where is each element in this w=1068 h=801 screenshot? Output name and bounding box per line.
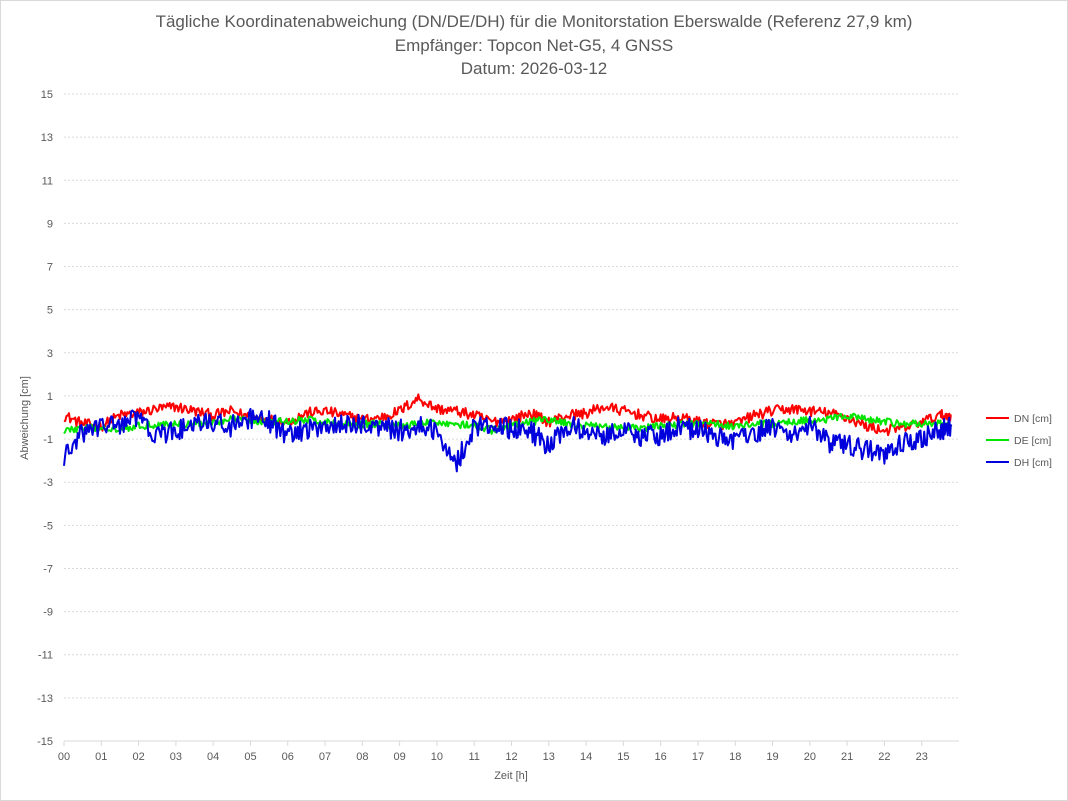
series-line-dh	[63, 407, 953, 473]
series-lines	[63, 393, 953, 473]
chart-subtitle: Empfänger: Topcon Net-G5, 4 GNSS	[394, 36, 674, 55]
x-tick-label: 22	[878, 751, 890, 763]
x-axis-label: Zeit [h]	[494, 770, 528, 782]
y-tick-label: 7	[47, 262, 53, 274]
y-tick-label: 15	[41, 89, 53, 101]
legend-label: DH [cm]	[1014, 457, 1052, 469]
x-tick-label: 10	[431, 751, 443, 763]
x-tick-label: 09	[394, 751, 406, 763]
y-tick-label: -13	[37, 693, 53, 705]
gridlines	[64, 93, 959, 699]
y-tick-label: 1	[47, 391, 53, 403]
x-axis-ticks: 00 01 02 03 04 05 06 07 08 09 10 11 12 13 14 15 16 17 18 19…	[58, 741, 928, 763]
x-tick-label: 21	[841, 751, 853, 763]
y-tick-label: 3	[47, 348, 53, 360]
x-tick-label: 03	[170, 751, 182, 763]
chart-title: Tägliche Koordinatenabweichung (DN/DE/DH…	[155, 12, 913, 31]
x-tick-label: 15	[617, 751, 629, 763]
x-tick-label: 12	[505, 751, 517, 763]
x-tick-label: 14	[580, 751, 592, 763]
x-tick-label: 08	[356, 751, 368, 763]
y-tick-label: 5	[47, 305, 53, 317]
x-tick-label: 13	[543, 751, 555, 763]
y-axis-ticks: 15 13 11 9 7 5 3 1 -1 -3 -5 -7 -9 -11 -13 -15	[37, 89, 53, 748]
legend-label: DN [cm]	[1014, 413, 1052, 425]
x-tick-label: 04	[207, 751, 219, 763]
y-tick-label: 9	[47, 218, 53, 230]
y-tick-label: 11	[42, 175, 53, 187]
y-tick-label: -11	[38, 650, 53, 662]
x-tick-label: 05	[244, 751, 256, 763]
x-tick-label: 11	[468, 751, 479, 763]
legend-label: DE [cm]	[1014, 435, 1051, 447]
x-tick-label: 00	[58, 751, 70, 763]
x-tick-label: 06	[282, 751, 294, 763]
x-tick-label: 16	[655, 751, 667, 763]
x-tick-label: 17	[692, 751, 704, 763]
x-tick-label: 01	[95, 751, 107, 763]
series-line-dn	[63, 393, 952, 437]
x-tick-label: 18	[729, 751, 741, 763]
chart-date-label: Datum: 2026-03-12	[460, 59, 608, 78]
y-tick-label: -1	[43, 434, 53, 446]
x-tick-label: 20	[804, 751, 816, 763]
legend: DN [cm] DE [cm] DH [cm]	[986, 413, 1052, 469]
x-tick-label: 23	[916, 751, 928, 763]
y-tick-label: -7	[43, 563, 53, 575]
y-tick-label: -5	[43, 520, 53, 532]
x-tick-label: 07	[319, 751, 331, 763]
y-axis-label: Abweichung [cm]	[19, 376, 31, 460]
x-tick-label: 19	[766, 751, 778, 763]
y-tick-label: -3	[43, 477, 53, 489]
x-tick-label: 02	[132, 751, 144, 763]
y-tick-label: 13	[41, 132, 53, 144]
y-tick-label: -15	[37, 736, 53, 748]
y-tick-label: -9	[43, 607, 53, 619]
